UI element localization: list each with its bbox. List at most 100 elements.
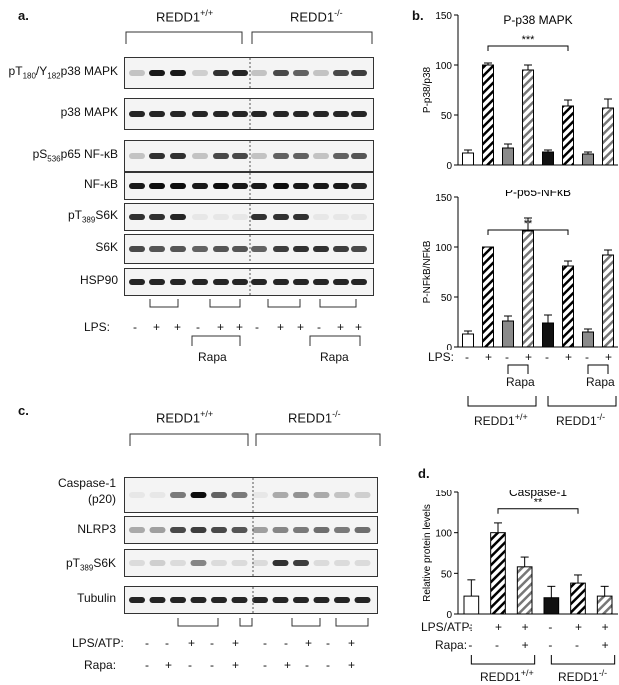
- band: [129, 527, 145, 533]
- band: [149, 527, 166, 533]
- y-axis-label: P-p38/p38: [422, 66, 433, 113]
- bracket-wt-a: [125, 31, 243, 44]
- band: [273, 246, 289, 252]
- blot-label-c-2: NLRP3: [77, 522, 116, 536]
- significance-label: **: [524, 218, 533, 230]
- band: [313, 70, 329, 76]
- band: [149, 279, 165, 285]
- y-tick-label: 100: [435, 243, 452, 254]
- band: [232, 214, 248, 220]
- rapa-sign-d-5: +: [601, 638, 609, 652]
- rapa-sign-c-7: -: [305, 658, 309, 672]
- lps-sign-a-8: +: [297, 320, 305, 334]
- rapa-sign-c-3: -: [210, 658, 214, 672]
- genotype-ko-d-sup: -/-: [598, 668, 608, 678]
- band: [293, 279, 309, 285]
- band: [170, 279, 186, 285]
- band: [129, 560, 145, 566]
- band: [213, 246, 229, 252]
- lps-sign-a-5: +: [236, 320, 244, 334]
- lps-sign-b-3: +: [525, 350, 533, 364]
- significance-bracket: [487, 229, 569, 235]
- lps-sign-c-1: -: [165, 636, 169, 650]
- band: [149, 111, 165, 117]
- band: [170, 70, 186, 76]
- bar: [463, 595, 480, 615]
- blot-bands-a-1: [129, 99, 367, 129]
- lps-label-a: LPS:: [84, 320, 111, 334]
- band: [334, 597, 350, 603]
- rapa-bracket-a-wt: [191, 335, 241, 346]
- blot-bands-a-0: [129, 58, 367, 88]
- blot-bands-a-2: [129, 141, 367, 171]
- band: [251, 214, 267, 220]
- band: [313, 246, 329, 252]
- western-blot-a-3: [124, 172, 374, 200]
- band: [351, 153, 367, 159]
- band: [313, 214, 329, 220]
- western-blot-c-0: [124, 477, 378, 513]
- genotype-wt-d: REDD1+/+: [480, 668, 534, 684]
- band: [129, 183, 145, 189]
- lps-sign-b-6: -: [585, 350, 589, 364]
- blot-label-c-4: Tubulin: [77, 591, 116, 605]
- band: [293, 560, 309, 566]
- blot-bands-a-6: [129, 269, 367, 295]
- band: [170, 560, 186, 566]
- bar: [562, 265, 574, 348]
- blot-label-a-0: pT180/Y182p38 MAPK: [8, 64, 118, 81]
- bar: [543, 597, 560, 615]
- rapa-label-d: Rapa:: [435, 638, 468, 652]
- band: [354, 560, 371, 566]
- genotype-wt-a-sup: +/+: [200, 8, 214, 18]
- lps-bracket-a-2: [267, 299, 301, 308]
- western-blot-c-2: [124, 549, 378, 577]
- y-tick-label: 150: [435, 490, 452, 499]
- significance-bracket: [487, 45, 569, 51]
- band: [251, 279, 267, 285]
- lps-sign-d-2: +: [521, 620, 529, 634]
- genotype-ko-a: REDD1-/-: [290, 8, 343, 25]
- band: [354, 527, 371, 533]
- lps-sign-d-0: -: [468, 620, 473, 634]
- band: [313, 597, 330, 603]
- lps-sign-a-2: +: [174, 320, 182, 334]
- western-blot-a-0: [124, 57, 374, 89]
- bar: [516, 566, 533, 615]
- band: [211, 560, 227, 566]
- rapa-bracket-b-wt: [507, 364, 529, 374]
- lps-sign-b-2: -: [505, 350, 509, 364]
- band: [211, 527, 227, 533]
- bar: [502, 320, 514, 348]
- band: [170, 153, 186, 159]
- band: [213, 153, 229, 159]
- bar: [482, 246, 494, 348]
- genotype-bracket-d-ko: [550, 655, 616, 665]
- lps-sign-d-5: +: [601, 620, 609, 634]
- genotype-bracket-d-wt: [470, 655, 536, 665]
- bar: [582, 331, 594, 348]
- lps-sign-d-3: -: [548, 620, 553, 634]
- y-tick-label: 150: [435, 11, 452, 22]
- lps-sign-a-1: +: [153, 320, 161, 334]
- western-blot-a-1: [124, 98, 374, 130]
- band: [129, 153, 145, 159]
- western-blot-c-1: [124, 516, 378, 544]
- rapa-sign-d-3: -: [548, 638, 553, 652]
- lps-sign-a-6: -: [255, 320, 259, 334]
- band: [192, 70, 208, 76]
- band: [334, 560, 350, 566]
- band: [149, 153, 165, 159]
- band: [190, 492, 207, 498]
- y-tick-label: 50: [441, 569, 453, 580]
- chart-1: P-p65-NFκB 0 50 100 150 P-NFkB/NFkB **: [422, 190, 618, 350]
- bar: [482, 64, 494, 166]
- blot-bands-c-0: [129, 478, 371, 512]
- band: [351, 214, 367, 220]
- rapa-label-b-wt: Rapa: [506, 375, 535, 389]
- lps-bracket-c-0: [177, 618, 219, 627]
- bar: [462, 333, 474, 348]
- band: [129, 246, 145, 252]
- significance-label: **: [534, 497, 543, 509]
- lps-bracket-c-3: [335, 618, 369, 627]
